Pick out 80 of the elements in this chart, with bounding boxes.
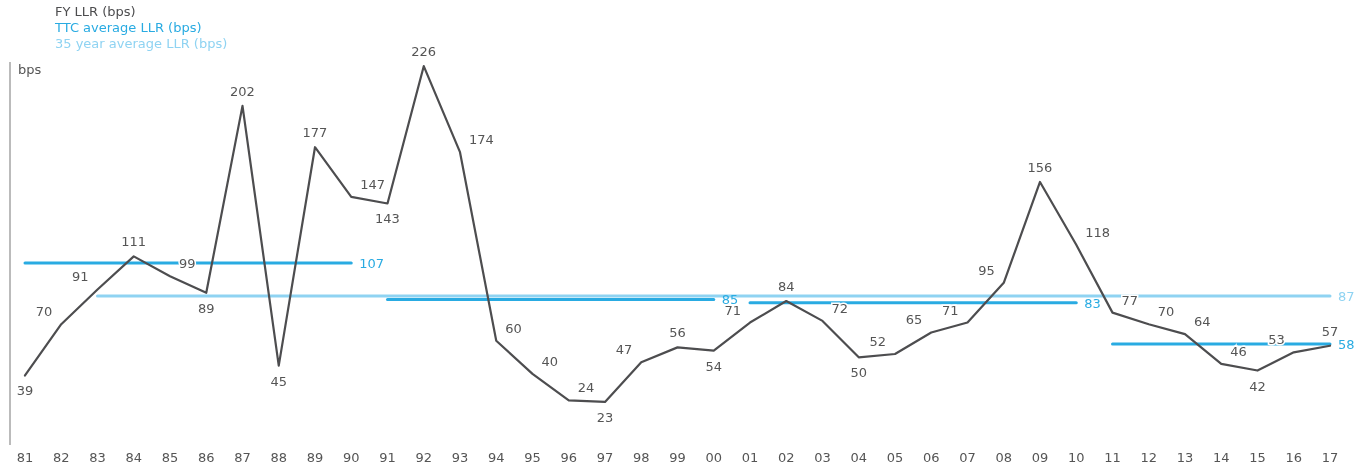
x-tick-label: 02 — [777, 450, 795, 465]
data-label: 83 — [1084, 295, 1101, 311]
x-tick-label: 81 — [16, 450, 34, 465]
data-label: 95 — [978, 262, 995, 278]
data-label: 174 — [469, 132, 494, 148]
x-tick-label: 85 — [161, 450, 179, 465]
x-tick-label: 16 — [1285, 450, 1303, 465]
x-tick-label: 00 — [705, 450, 723, 465]
data-label: 156 — [1027, 159, 1053, 175]
data-label: 71 — [941, 302, 959, 318]
x-tick-label: 92 — [415, 450, 433, 465]
data-label: 40 — [541, 353, 559, 369]
x-tick-label: 09 — [1031, 450, 1049, 465]
data-label: 47 — [615, 342, 633, 358]
data-label: 54 — [705, 358, 723, 374]
data-label: 39 — [16, 383, 34, 399]
data-label: 46 — [1230, 343, 1247, 359]
data-label: 56 — [669, 325, 686, 341]
data-label: 58 — [1338, 337, 1355, 353]
data-label: 202 — [230, 83, 255, 99]
data-label: 60 — [505, 320, 522, 336]
data-label: 70 — [35, 304, 53, 320]
data-label: 77 — [1121, 292, 1139, 308]
x-tick-label: 95 — [524, 450, 541, 465]
x-tick-label: 05 — [886, 450, 904, 465]
text: FY LLR (bps) — [55, 4, 136, 19]
data-label: 107 — [359, 256, 385, 272]
x-tick-label: 04 — [850, 450, 868, 465]
x-tick-label: 07 — [959, 450, 976, 465]
y-axis-title: bps — [18, 62, 42, 77]
data-label: 57 — [1321, 323, 1339, 339]
x-tick-label: 97 — [596, 450, 614, 465]
x-tick-label: 17 — [1321, 450, 1339, 465]
data-label: 70 — [1157, 304, 1175, 320]
data-label: 226 — [411, 44, 437, 60]
data-label: 45 — [270, 373, 288, 389]
data-label: 87 — [1338, 289, 1355, 305]
x-tick-label: 90 — [342, 450, 360, 465]
data-label: 147 — [360, 176, 386, 192]
data-label: 89 — [197, 300, 215, 316]
x-tick-label: 08 — [995, 450, 1013, 465]
data-label: 50 — [850, 365, 868, 381]
x-tick-label: 88 — [270, 450, 288, 465]
data-label: 23 — [596, 409, 614, 425]
x-tick-label: 06 — [922, 450, 940, 465]
x-tick-label: 96 — [560, 450, 578, 465]
data-label: 65 — [905, 312, 923, 328]
x-tick-label: 11 — [1104, 450, 1121, 465]
text: 35 year average LLR (bps) — [55, 36, 228, 51]
x-tick-label: 13 — [1176, 450, 1194, 465]
x-tick-label: 03 — [814, 450, 831, 465]
x-tick-label: 93 — [451, 450, 469, 465]
x-tick-label: 98 — [632, 450, 650, 465]
x-tick-label: 01 — [741, 450, 759, 465]
data-label: 118 — [1085, 224, 1111, 240]
data-label: 177 — [302, 125, 328, 141]
x-tick-label: 84 — [125, 450, 143, 465]
data-label: 111 — [121, 234, 147, 250]
x-tick-label: 82 — [52, 450, 70, 465]
x-tick-label: 87 — [234, 450, 251, 465]
x-tick-label: 89 — [306, 450, 324, 465]
x-tick-label: 86 — [197, 450, 215, 465]
data-label: 42 — [1249, 378, 1266, 394]
x-tick-label: 10 — [1067, 450, 1085, 465]
x-tick-label: 94 — [487, 450, 505, 465]
x-tick-label: 91 — [379, 450, 396, 465]
data-label: 143 — [375, 211, 400, 227]
x-tick-label: 12 — [1140, 450, 1158, 465]
x-tick-label: 15 — [1249, 450, 1266, 465]
text: TTC average LLR (bps) — [54, 20, 202, 35]
data-label: 99 — [179, 256, 196, 272]
data-label: 24 — [577, 380, 595, 396]
x-tick-label: 83 — [89, 450, 106, 465]
data-label: 52 — [869, 333, 886, 349]
data-label: 64 — [1194, 314, 1211, 330]
x-tick-label: 14 — [1212, 450, 1230, 465]
x-tick-label: 99 — [669, 450, 686, 465]
data-label: 84 — [777, 279, 795, 295]
data-label: 72 — [831, 300, 849, 316]
data-label: 91 — [71, 269, 89, 285]
